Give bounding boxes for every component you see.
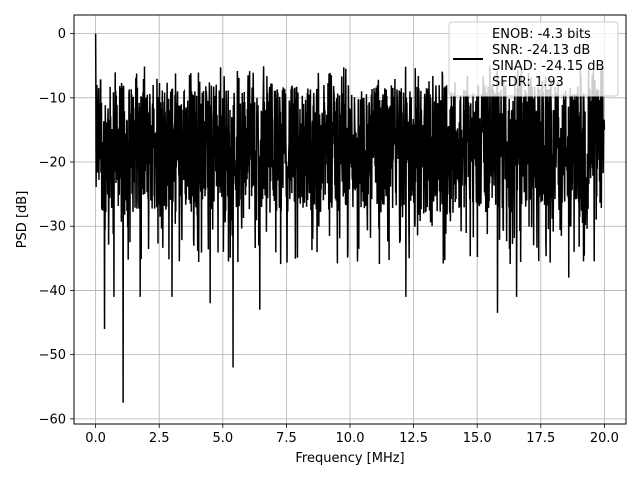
y-tick-label: −50: [39, 348, 66, 363]
x-tick-label: 0.0: [85, 431, 106, 446]
legend-sinad: SINAD: -24.15 dB: [492, 59, 604, 74]
psd-series-line: [94, 33, 606, 403]
legend-box: [448, 21, 619, 97]
x-tick-label: 2.5: [149, 431, 170, 446]
legend-sfdr: SFDR: 1.93: [492, 75, 564, 90]
x-tick-label: 10.0: [336, 431, 365, 446]
x-tick-label: 12.5: [399, 431, 428, 446]
legend: ENOB: -4.3 bits SNR: -24.13 dB SINAD: -2…: [448, 21, 619, 97]
y-tick-label: −40: [39, 284, 66, 299]
series-layer: [94, 33, 606, 403]
x-tick-label: 15.0: [463, 431, 492, 446]
y-tick-label: −60: [39, 412, 66, 427]
x-tick-label: 20.0: [590, 431, 619, 446]
y-axis-label: PSD [dB]: [15, 191, 30, 249]
x-tick-label: 7.5: [276, 431, 297, 446]
tick-layer: 0.0 2.5 5.0 7.5 10.0 12.5 15.0 17.5 20.0 0 −10 −20 −…: [39, 27, 619, 446]
legend-snr: SNR: -24.13 dB: [492, 43, 590, 58]
x-tick-label: 5.0: [212, 431, 233, 446]
y-tick-label: −20: [39, 156, 66, 171]
y-tick-label: −30: [39, 220, 66, 235]
x-axis-label: Frequency [MHz]: [295, 451, 404, 466]
y-tick-label: 0: [58, 27, 66, 42]
y-tick-label: −10: [39, 91, 66, 106]
x-tick-label: 17.5: [526, 431, 555, 446]
legend-enob: ENOB: -4.3 bits: [492, 27, 591, 42]
